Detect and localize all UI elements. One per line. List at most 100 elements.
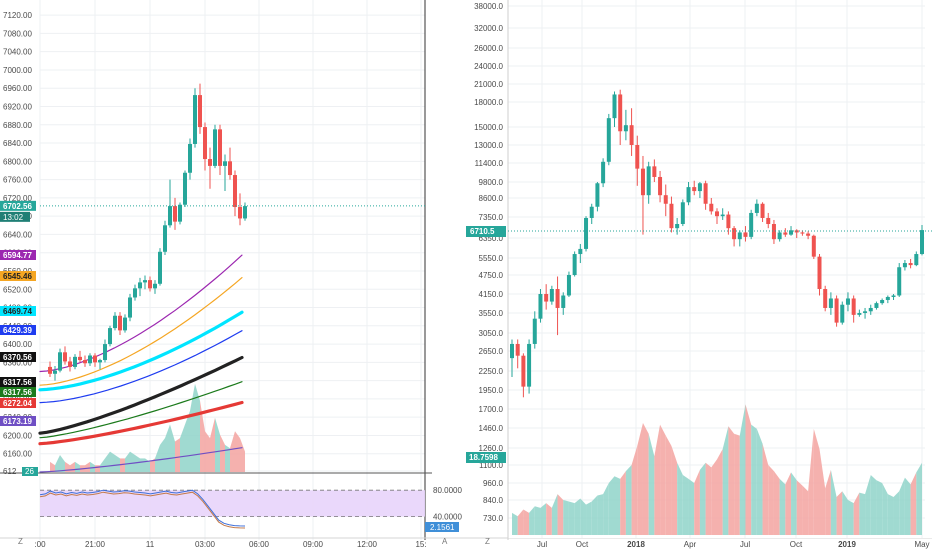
volume-area	[779, 478, 786, 535]
volume-area	[534, 506, 541, 535]
candle-body	[851, 298, 856, 315]
candle-body	[208, 159, 212, 166]
volume-area	[240, 438, 245, 472]
candle-body	[709, 203, 714, 212]
weekly-price-axis[interactable]: 38000.0 32000.0 26000.0 24000.0 21000.0 18000…	[466, 2, 506, 523]
candle-body	[834, 298, 839, 323]
volume-area	[853, 492, 860, 535]
price-tick-label: 6160.00	[3, 450, 32, 459]
volume-area	[135, 455, 140, 472]
candle-body	[113, 315, 117, 329]
corner-auto-label: A	[442, 537, 448, 546]
intraday-price-axis[interactable]: 7120.00 7080.00 7040.00 7000.00 6960.00 6920.…	[0, 11, 38, 476]
time-tick-label: Oct	[576, 540, 589, 549]
volume-area	[170, 424, 175, 472]
volume-area	[190, 383, 195, 472]
volume-area	[225, 444, 230, 472]
ma-value-tag	[0, 377, 36, 387]
ma-value-text: 6173.19	[3, 417, 32, 426]
candle-body	[669, 203, 674, 229]
candle-body	[68, 361, 72, 367]
price-tick-label: 6840.00	[3, 139, 32, 148]
candle-body	[806, 233, 811, 236]
candle-body	[658, 176, 663, 196]
candle-body	[544, 294, 549, 302]
candle-body	[193, 95, 197, 144]
volume-area	[165, 424, 170, 472]
ma-value-tag	[0, 398, 36, 408]
price-tick-label: 6200.00	[3, 431, 32, 440]
time-tick-label: 11	[146, 540, 155, 549]
volume-area	[551, 494, 558, 535]
moving-average-line	[38, 400, 244, 446]
corner-auto-label: Z	[485, 537, 490, 546]
candle-body	[828, 298, 833, 308]
candle-body	[48, 366, 52, 374]
current-price-tag	[466, 226, 506, 237]
volume-area	[819, 448, 826, 535]
weekly-time-axis[interactable]: Jul Oct 2018 Apr Jul Oct 2019 May Z	[485, 537, 930, 549]
volume-area	[830, 469, 837, 535]
price-tick-label: 5550.0	[479, 254, 504, 263]
ma-value-tag	[0, 352, 36, 362]
time-tick-label: 2018	[627, 540, 645, 549]
volume-area	[50, 461, 55, 472]
ma-value-text: 6272.04	[3, 399, 32, 408]
candle-body	[88, 355, 92, 364]
candle-body	[902, 263, 907, 268]
price-tick-label: 1950.0	[479, 386, 504, 395]
weekly-chart-pane[interactable]	[507, 0, 932, 540]
current-price-text: 6710.5	[470, 227, 495, 236]
volume-area	[95, 465, 100, 472]
candle-body	[527, 343, 532, 387]
volume-area	[734, 433, 740, 535]
candle-body	[777, 232, 782, 240]
ma-value-tag	[0, 250, 36, 260]
price-tick-label: 8600.0	[479, 194, 504, 203]
time-tick-label: Jul	[740, 540, 750, 549]
volume-area	[523, 509, 530, 535]
candle-body	[223, 161, 227, 166]
volume-area	[665, 435, 672, 535]
candle-body	[863, 311, 868, 313]
candle-body	[572, 254, 577, 275]
volume-area	[642, 422, 649, 535]
ma-value-tag	[0, 416, 36, 426]
candle-body	[675, 224, 680, 229]
volume-area	[717, 448, 723, 535]
candle-body	[143, 280, 147, 283]
candle-body	[789, 230, 794, 235]
volume-area	[637, 422, 643, 535]
candle-body	[817, 256, 822, 290]
candle-body	[78, 356, 82, 361]
candle-body	[133, 288, 137, 298]
volume-value-text: 18.7598	[469, 453, 498, 462]
candle-body	[646, 166, 651, 196]
candle-body	[897, 267, 902, 296]
candle-body	[692, 187, 697, 192]
candle-body	[760, 203, 765, 218]
candle-body	[845, 298, 850, 305]
candle-body	[73, 356, 77, 367]
candle-body	[857, 313, 862, 315]
ma-value-text: 6594.77	[3, 251, 32, 260]
candle-body	[697, 183, 702, 192]
intraday-time-axis[interactable]: :00 21:00 11 03:00 06:00 09:00 12:00 15: Z A	[18, 537, 448, 549]
ma-value-tag	[0, 271, 36, 281]
price-tick-label: 612	[3, 467, 17, 476]
candle-body	[606, 118, 611, 162]
volume-area	[887, 494, 894, 535]
volume-area	[160, 438, 165, 472]
candle-body	[601, 161, 606, 184]
volume-area	[796, 480, 803, 535]
volume-area	[235, 431, 240, 472]
candle-body	[885, 296, 890, 301]
price-tick-label: 11400.0	[475, 159, 504, 168]
time-tick-label: 03:00	[195, 540, 216, 549]
volume-area	[625, 465, 632, 535]
candle-body	[203, 127, 207, 160]
volume-area	[90, 461, 95, 472]
